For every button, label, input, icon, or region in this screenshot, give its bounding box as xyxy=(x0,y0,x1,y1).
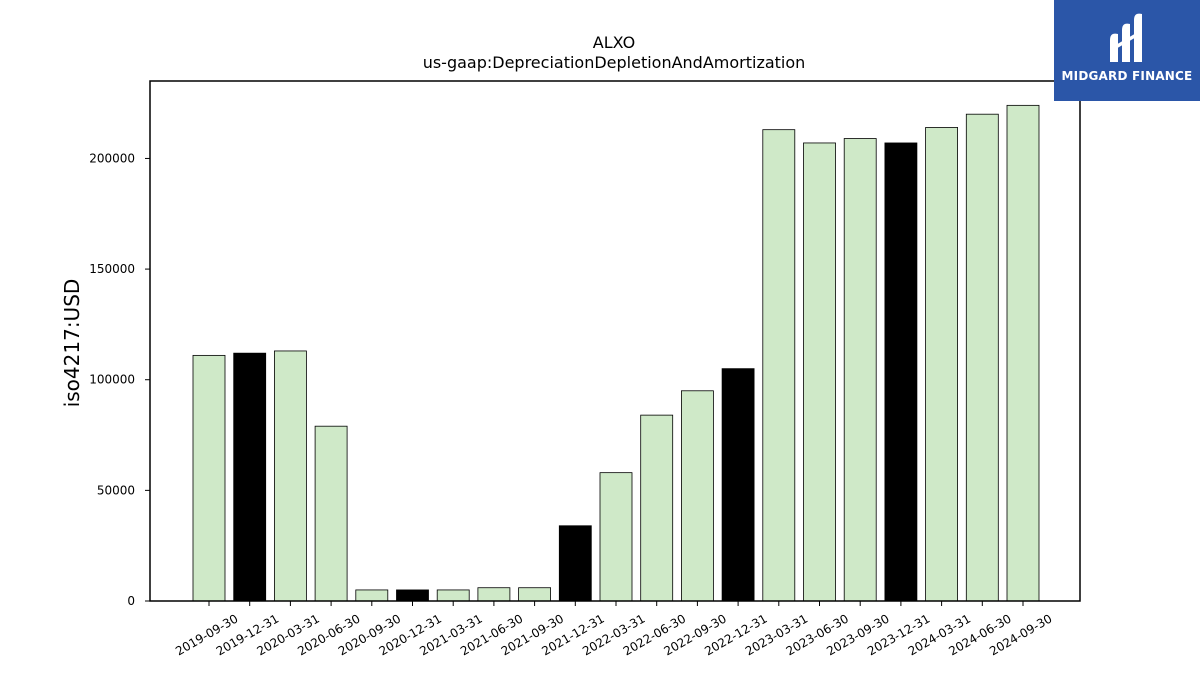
bar-2023-06-30 xyxy=(803,142,836,602)
bar-2023-12-31 xyxy=(884,142,918,602)
bar-2020-03-31 xyxy=(273,350,307,602)
plot-frame xyxy=(149,80,1081,602)
logo-mark-icon xyxy=(1110,13,1142,63)
bar-2019-09-30 xyxy=(192,354,226,602)
bar-2021-03-31 xyxy=(436,589,470,602)
bar-2020-06-30 xyxy=(314,425,348,602)
bar-2022-06-30 xyxy=(640,414,674,602)
bar-2023-09-30 xyxy=(843,138,877,602)
bars-group xyxy=(192,104,1040,602)
bar-2024-06-30 xyxy=(965,113,999,602)
bar-2019-12-31 xyxy=(233,352,267,602)
y-axis-ticks: 0 50000 100000 150000 200000 xyxy=(89,151,150,608)
bar-2023-03-31 xyxy=(762,129,796,602)
bar-2021-09-30 xyxy=(518,587,551,602)
bar-2022-12-31 xyxy=(721,368,755,602)
y-tick-label: 100000 xyxy=(89,373,135,387)
x-axis-ticks: 2019-09-302019-12-312020-03-312020-06-30… xyxy=(173,601,1055,658)
bar-2020-09-30 xyxy=(355,589,389,602)
midgard-finance-logo: MIDGARD FINANCE xyxy=(1054,0,1200,101)
bar-2022-03-31 xyxy=(599,472,633,602)
y-tick-label: 0 xyxy=(127,594,135,608)
bar-2020-12-31 xyxy=(396,589,429,602)
y-tick-label: 50000 xyxy=(97,483,135,497)
chart-subtitle: us-gaap:DepreciationDepletionAndAmortiza… xyxy=(423,53,806,72)
bar-2024-03-31 xyxy=(925,127,958,602)
bar-2021-12-31 xyxy=(558,525,592,602)
y-tick-label: 200000 xyxy=(89,151,135,165)
bar-2024-09-30 xyxy=(1006,104,1040,602)
bar-2021-06-30 xyxy=(477,587,511,602)
logo-text: MIDGARD FINANCE xyxy=(1061,69,1193,83)
y-axis-label: iso4217:USD xyxy=(60,279,84,408)
chart-title: ALXO xyxy=(593,33,635,52)
y-tick-label: 150000 xyxy=(89,262,135,276)
bar-2022-09-30 xyxy=(681,390,714,602)
